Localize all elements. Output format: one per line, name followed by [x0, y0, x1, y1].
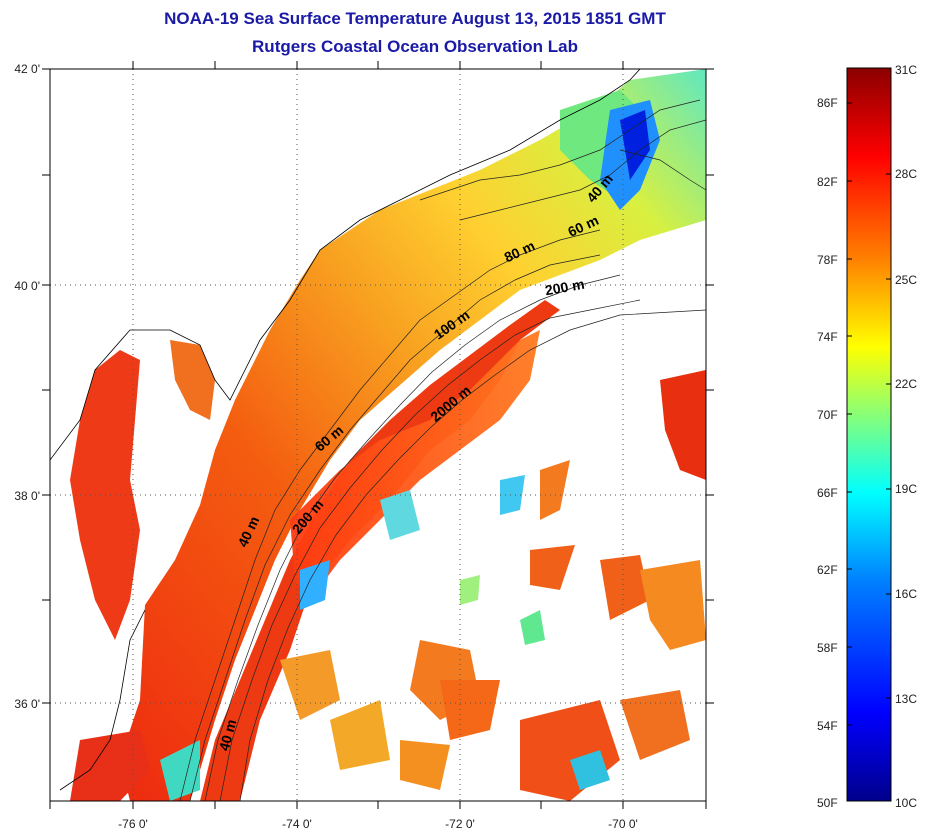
- map-title: NOAA-19 Sea Surface Temperature August 1…: [164, 9, 666, 28]
- colorbar-f-label: 70F: [817, 408, 838, 422]
- colorbar-c-label: 31C: [895, 63, 917, 77]
- cool-water-patch: [300, 560, 330, 610]
- lon-label: -76 0': [118, 817, 148, 831]
- pamlico-sound: [70, 730, 150, 801]
- cool-water-patch: [570, 750, 610, 790]
- lon-label: -72 0': [445, 817, 475, 831]
- offshore-patch: [640, 560, 706, 650]
- offshore-patch: [330, 700, 390, 770]
- offshore-patch: [290, 330, 540, 600]
- graticule-dotted: [50, 69, 706, 801]
- colorbar-f-label: 50F: [817, 796, 838, 810]
- colorbar: [846, 67, 892, 802]
- isobath-lines: [179, 99, 706, 801]
- colorbar-c-label: 16C: [895, 587, 917, 601]
- colorbar-c-label: 13C: [895, 692, 917, 706]
- colorbar-f-label: 74F: [817, 330, 838, 344]
- isobath-label: 200 m: [544, 276, 586, 299]
- lat-label: 38 0': [14, 489, 40, 503]
- offshore-patch: [660, 370, 706, 480]
- slope-warm-band: [200, 300, 560, 801]
- isobath-label: 40 m: [216, 718, 240, 753]
- colorbar-c-label: 22C: [895, 377, 917, 391]
- offshore-patch: [440, 680, 500, 740]
- shelf-sst-region: [120, 69, 706, 801]
- colorbar-f-label: 82F: [817, 175, 838, 189]
- cool-water-patch: [160, 740, 200, 801]
- colorbar-c-label: 28C: [895, 167, 917, 181]
- colorbar-c-label: 10C: [895, 796, 917, 810]
- lat-label: 40 0': [14, 279, 40, 293]
- cool-water-patch: [380, 490, 420, 540]
- colorbar-f-label: 62F: [817, 563, 838, 577]
- offshore-patch: [540, 460, 570, 520]
- lon-label: -74 0': [282, 817, 312, 831]
- offshore-patch: [530, 545, 575, 590]
- colorbar-c-label: 19C: [895, 482, 917, 496]
- colorbar-f-label: 86F: [817, 96, 838, 110]
- offshore-patch: [400, 740, 450, 790]
- coastline: [50, 69, 641, 461]
- offshore-patch: [620, 690, 690, 760]
- cool-water-patch: [620, 110, 650, 180]
- lat-label: 42 0': [14, 62, 40, 76]
- colorbar-f-label: 58F: [817, 641, 838, 655]
- lat-label: 36 0': [14, 697, 40, 711]
- colorbar-f-label: 66F: [817, 486, 838, 500]
- cool-water-patch: [460, 575, 480, 605]
- map-subtitle: Rutgers Coastal Ocean Observation Lab: [252, 37, 578, 56]
- colorbar-c-label: 25C: [895, 273, 917, 287]
- colorbar-f-label: 78F: [817, 253, 838, 267]
- offshore-patch: [600, 555, 650, 620]
- colorbar-ticks: [847, 102, 891, 726]
- colorbar-f-label: 54F: [817, 719, 838, 733]
- map-area: 40 m 60 m 80 m 200 m 100 m 2000 m 60 m 2…: [50, 69, 706, 801]
- lon-label: -70 0': [608, 817, 638, 831]
- delaware-bay: [170, 340, 215, 420]
- cool-water-patch: [500, 475, 525, 515]
- cool-water-patch: [520, 610, 545, 645]
- map-ticks: [42, 61, 714, 809]
